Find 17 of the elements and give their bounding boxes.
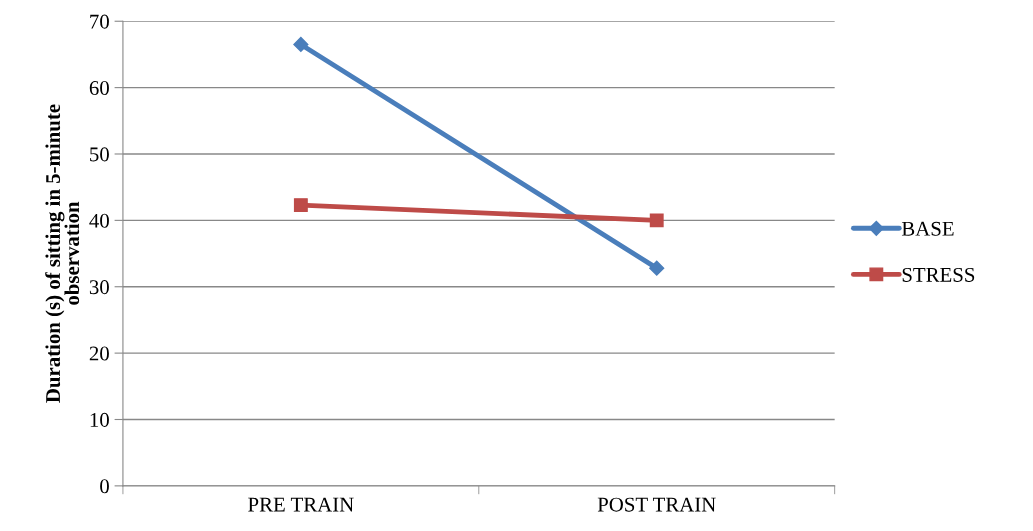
legend-label: STRESS bbox=[902, 267, 975, 282]
y-tick-label: 0 bbox=[100, 479, 109, 494]
legend-label: BASE bbox=[901, 221, 954, 236]
point bbox=[293, 198, 308, 213]
y-tick-label: 30 bbox=[89, 280, 109, 295]
y-tick-label: 40 bbox=[89, 213, 109, 228]
y-axis-title: Duration (s) of sitting in 5-minute observation bbox=[45, 104, 80, 403]
y-tick-label: 20 bbox=[89, 346, 109, 361]
y-tick-label: 70 bbox=[90, 14, 109, 29]
point bbox=[649, 260, 665, 276]
x-tick-label: POST TRAIN bbox=[597, 497, 716, 512]
y-tick-label: 60 bbox=[89, 80, 109, 96]
y-tick-label: 50 bbox=[90, 147, 109, 162]
point bbox=[649, 213, 664, 228]
y-tick-label: 10 bbox=[90, 412, 109, 427]
point bbox=[293, 36, 309, 53]
x-tick-label: PRE TRAIN bbox=[248, 497, 354, 512]
